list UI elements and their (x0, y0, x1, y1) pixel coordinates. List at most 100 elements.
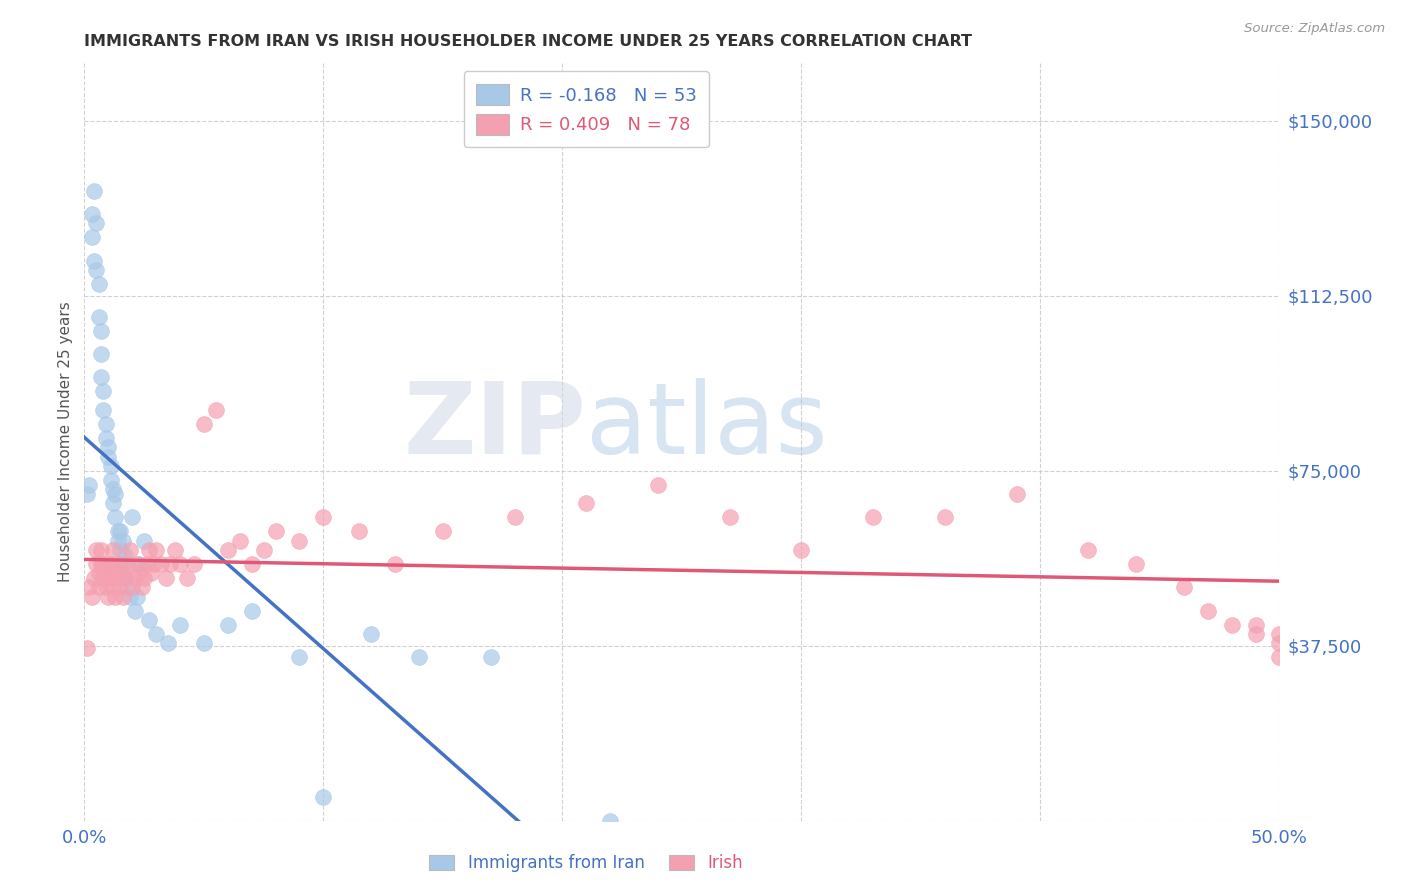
Point (117, 557, 139, 571)
Point (125, 590, 148, 604)
Point (101, 496, 124, 510)
Point (138, 613, 160, 627)
Point (176, 571, 198, 585)
Point (169, 557, 191, 571)
Point (94, 417, 117, 431)
Point (121, 510, 143, 524)
Point (1173, 580, 1195, 594)
Point (141, 566, 163, 581)
Point (100, 473, 122, 487)
Point (80, 207, 103, 221)
Point (104, 566, 127, 581)
Point (349, 524, 371, 539)
Point (90, 543, 112, 558)
Point (94, 566, 117, 581)
Point (111, 590, 134, 604)
Point (128, 557, 150, 571)
Point (111, 566, 134, 581)
Point (117, 580, 139, 594)
Point (384, 557, 406, 571)
Point (104, 487, 127, 501)
Point (155, 571, 177, 585)
Point (145, 543, 167, 558)
Point (83, 571, 105, 585)
Point (87, 580, 110, 594)
Point (97, 441, 120, 455)
Point (1005, 487, 1028, 501)
Point (77, 477, 100, 491)
Point (575, 496, 598, 510)
Point (76, 487, 98, 501)
Point (718, 510, 741, 524)
Text: ZIP: ZIP (404, 378, 586, 475)
Point (360, 627, 382, 641)
Point (93, 384, 115, 399)
Point (862, 510, 884, 524)
Point (145, 627, 167, 641)
Point (86, 557, 108, 571)
Point (104, 510, 127, 524)
Point (288, 533, 311, 548)
Point (217, 543, 239, 558)
Text: Source: ZipAtlas.com: Source: ZipAtlas.com (1244, 22, 1385, 36)
Point (100, 571, 122, 585)
Point (97, 450, 120, 464)
Point (97, 590, 120, 604)
Point (93, 571, 115, 585)
Point (479, 650, 502, 665)
Point (107, 524, 129, 539)
Point (114, 571, 136, 585)
Point (312, 790, 335, 805)
Point (132, 533, 156, 548)
Point (1268, 627, 1291, 641)
Point (169, 617, 191, 632)
Text: atlas: atlas (586, 378, 828, 475)
Y-axis label: Householder Income Under 25 years: Householder Income Under 25 years (58, 301, 73, 582)
Point (118, 543, 141, 558)
Point (86, 543, 108, 558)
Point (183, 557, 205, 571)
Point (1125, 557, 1147, 571)
Point (90, 370, 112, 384)
Point (94, 580, 117, 594)
Point (934, 510, 956, 524)
Point (599, 814, 621, 828)
Point (157, 636, 180, 650)
Point (104, 590, 127, 604)
Point (1244, 617, 1267, 632)
Point (312, 510, 335, 524)
Point (647, 477, 669, 491)
Point (87, 277, 110, 291)
Point (432, 524, 454, 539)
Point (288, 650, 311, 665)
Point (193, 636, 215, 650)
Point (101, 580, 124, 594)
Point (193, 417, 215, 431)
Point (240, 604, 263, 618)
Point (94, 431, 117, 445)
Point (110, 580, 132, 594)
Point (80, 230, 103, 244)
Point (107, 571, 129, 585)
Point (121, 580, 143, 594)
Point (1244, 627, 1267, 641)
Point (159, 557, 181, 571)
Point (1077, 543, 1099, 558)
Point (142, 557, 165, 571)
Point (1220, 617, 1243, 632)
Point (77, 580, 100, 594)
Point (90, 347, 112, 361)
Point (125, 557, 148, 571)
Point (110, 524, 132, 539)
Point (110, 543, 132, 558)
Legend: Immigrants from Iran, Irish: Immigrants from Iran, Irish (420, 846, 752, 880)
Point (93, 403, 115, 417)
Point (138, 543, 160, 558)
Point (100, 458, 122, 473)
Point (76, 640, 98, 655)
Point (135, 557, 157, 571)
Point (90, 324, 112, 338)
Point (790, 543, 813, 558)
Point (1268, 636, 1291, 650)
Point (100, 557, 122, 571)
